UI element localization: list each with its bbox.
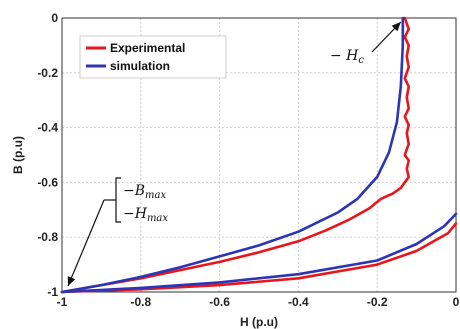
series-simulation-lower-branch <box>60 212 458 294</box>
x-tick-label: -0.6 <box>209 295 230 309</box>
tick-labels: -1 -0.8 -0.6 -0.4 -0.2 0 0 -0.2 -0.4 -0.6 -0.8 -1 <box>37 11 459 309</box>
annotation-max-bmax: −Bmax <box>123 183 166 201</box>
legend-label-simulation: simulation <box>110 59 170 73</box>
legend-box <box>79 35 227 79</box>
axes <box>61 17 457 293</box>
annotation-max: −Bmax −Hmax <box>67 177 168 287</box>
y-tick-label: 0 <box>51 11 58 25</box>
annotation-hc-label: − Hc <box>330 48 364 66</box>
annotation-max-arrowhead <box>67 276 76 286</box>
x-tick-label: -0.8 <box>130 295 151 309</box>
series-simulation-upper-branch <box>60 16 405 294</box>
legend: Experimental simulation <box>79 35 227 79</box>
annotation-max-arrow <box>67 199 105 287</box>
x-tick-label: -0.4 <box>288 295 309 309</box>
series-experimental-lower-branch <box>60 222 458 294</box>
annotation-max-hmax: −Hmax <box>123 206 168 224</box>
x-tick-label: -1 <box>57 295 68 309</box>
legend-label-experimental: Experimental <box>110 41 185 55</box>
annotation-hc: − Hc <box>330 21 402 66</box>
y-tick-label: -0.6 <box>37 175 58 189</box>
y-axis-label: B (p.u) <box>11 136 25 174</box>
y-tick-label: -0.8 <box>37 230 58 244</box>
x-tick-label: 0 <box>453 295 460 309</box>
series-group <box>60 16 458 294</box>
x-tick-label: -0.2 <box>367 295 388 309</box>
y-tick-label: -1 <box>47 285 58 299</box>
series-experimental-upper-branch <box>60 16 411 294</box>
x-axis-label: H (p.u) <box>240 315 278 329</box>
y-tick-label: -0.2 <box>37 66 58 80</box>
annotation-hc-arrowhead <box>391 22 401 32</box>
plot-frame <box>61 17 457 293</box>
y-tick-label: -0.4 <box>37 121 58 135</box>
